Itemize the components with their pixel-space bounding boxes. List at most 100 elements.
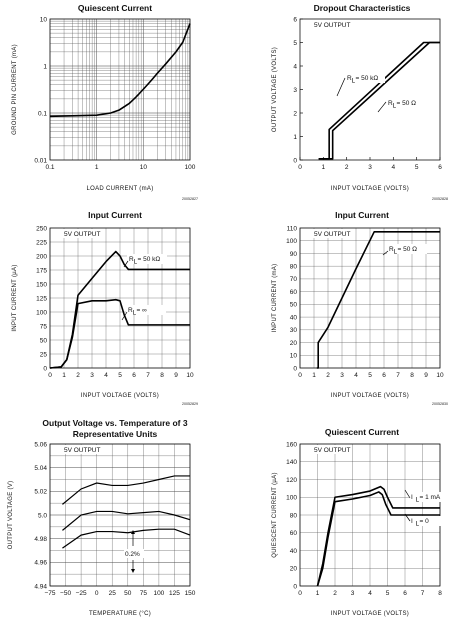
x-tick-label: 2 bbox=[76, 372, 80, 379]
x-tick-label: 150 bbox=[185, 590, 196, 597]
y-tick-label: 140 bbox=[286, 459, 297, 466]
y-tick-label: 175 bbox=[36, 267, 47, 274]
header-label: 5V OUTPUT bbox=[314, 447, 351, 454]
chart-title: Representative Units bbox=[73, 429, 158, 439]
y-tick-label: 5 bbox=[293, 40, 297, 47]
series-line-3 bbox=[62, 528, 191, 549]
y-tick-label: 10 bbox=[290, 353, 298, 360]
y-tick-label: 0 bbox=[293, 157, 297, 164]
x-tick-label: 8 bbox=[160, 372, 164, 379]
x-tick-label: 0 bbox=[298, 164, 302, 171]
x-tick-label: 0.1 bbox=[45, 164, 54, 171]
chart-2: Dropout Characteristics 0 1 2 3 4 5 6 0 1 2 3 4 5 6 INP… bbox=[272, 3, 448, 201]
chart-title: Output Voltage vs. Temperature of 3 bbox=[42, 418, 187, 428]
x-tick-label: 6 bbox=[403, 590, 407, 597]
x-tick-label: 7 bbox=[396, 372, 400, 379]
x-tick-label: 5 bbox=[415, 164, 419, 171]
x-tick-label: 4 bbox=[392, 164, 396, 171]
x-tick-label: 5 bbox=[368, 372, 372, 379]
header-label: 5V OUTPUT bbox=[64, 447, 101, 454]
y-tick-label: 25 bbox=[40, 351, 48, 358]
curve-label-var: R bbox=[389, 246, 394, 253]
x-tick-label: 4 bbox=[354, 372, 358, 379]
y-axis-label: OUTPUT VOLTAGE (V) bbox=[8, 481, 14, 550]
x-tick-label: 100 bbox=[185, 164, 196, 171]
series-line-2 bbox=[316, 491, 440, 587]
y-tick-label: 100 bbox=[286, 495, 297, 502]
y-tick-label: 40 bbox=[290, 548, 298, 555]
y-tick-label: 2 bbox=[293, 110, 297, 117]
curve-label-sub: L bbox=[416, 521, 420, 528]
header-box bbox=[312, 20, 350, 29]
x-tick-label: 3 bbox=[90, 372, 94, 379]
plot-frame bbox=[299, 18, 441, 161]
x-tick-label: 0 bbox=[298, 372, 302, 379]
curve-label: R L = 50 kΩ bbox=[336, 73, 385, 97]
curve-label-bg bbox=[345, 73, 385, 83]
x-tick-label: 4 bbox=[104, 372, 108, 379]
curve-label-var: I bbox=[411, 518, 413, 525]
x-tick-label: 125 bbox=[169, 590, 180, 597]
x-axis-label: TEMPERATURE (°C) bbox=[89, 611, 151, 617]
x-tick-label: 5 bbox=[386, 590, 390, 597]
curve-label-value: = 50 Ω bbox=[397, 100, 417, 107]
y-tick-label: 50 bbox=[40, 337, 48, 344]
y-tick-label: 90 bbox=[290, 251, 298, 258]
y-tick-label: 60 bbox=[290, 530, 298, 537]
x-tick-label: 5 bbox=[118, 372, 122, 379]
x-tick-label: 100 bbox=[153, 590, 164, 597]
curve-label-var: I bbox=[411, 494, 413, 501]
percent-annotation: 0.2% bbox=[124, 530, 144, 573]
curve-label-sub: L bbox=[394, 249, 398, 256]
x-tick-label: 1 bbox=[95, 164, 99, 171]
y-tick-label: 1 bbox=[43, 63, 47, 70]
x-tick-label: 3 bbox=[368, 164, 372, 171]
curve-label: R L = ∞ bbox=[121, 305, 166, 321]
y-tick-label: 30 bbox=[290, 327, 298, 334]
y-tick-label: 4 bbox=[293, 63, 297, 70]
y-tick-label: 0 bbox=[293, 583, 297, 590]
x-tick-label: 3 bbox=[351, 590, 355, 597]
x-tick-label: 8 bbox=[438, 590, 442, 597]
y-tick-label: 4.96 bbox=[34, 560, 47, 567]
x-tick-label: 2 bbox=[333, 590, 337, 597]
figure-code: 20052830 bbox=[432, 402, 448, 406]
y-tick-label: 75 bbox=[40, 323, 48, 330]
curve-label-bg bbox=[126, 305, 166, 315]
y-tick-label: 5.02 bbox=[34, 489, 47, 496]
series-line-2 bbox=[318, 41, 440, 160]
x-tick-label: 6 bbox=[382, 372, 386, 379]
y-tick-label: 120 bbox=[286, 477, 297, 484]
x-axis-label: INPUT VOLTAGE (VOLTS) bbox=[331, 393, 409, 399]
chart-5: Output Voltage vs. Temperature of 3Repre… bbox=[8, 418, 196, 617]
plot-frame bbox=[299, 227, 441, 369]
chart-title: Quiescent Current bbox=[78, 3, 152, 13]
y-tick-label: 40 bbox=[290, 314, 298, 321]
curve-label-bg bbox=[386, 98, 426, 108]
y-axis-label: GROUND PIN CURRENT (mA) bbox=[12, 44, 18, 135]
y-tick-label: 70 bbox=[290, 276, 298, 283]
x-axis-label: LOAD CURRENT (mA) bbox=[87, 186, 154, 192]
y-tick-label: 10 bbox=[40, 16, 48, 23]
header-label: 5V OUTPUT bbox=[314, 231, 351, 238]
y-axis-label: OUTPUT VOLTAGE (VOLTS) bbox=[272, 47, 278, 132]
header-box bbox=[312, 445, 350, 454]
curve-label: I L = 1 mA bbox=[404, 489, 449, 504]
x-tick-label: 0 bbox=[48, 372, 52, 379]
y-tick-label: 60 bbox=[290, 289, 298, 296]
figure-code: 20052828 bbox=[432, 197, 448, 201]
x-tick-label: 50 bbox=[124, 590, 132, 597]
curve-label-sub: L bbox=[134, 259, 138, 266]
x-tick-label: 10 bbox=[436, 372, 444, 379]
x-tick-label: −75 bbox=[44, 590, 55, 597]
curve-label-leader bbox=[377, 101, 387, 113]
curve-label-leader bbox=[404, 489, 411, 499]
y-axis-label: INPUT CURRENT (mA) bbox=[272, 264, 278, 333]
y-tick-label: 6 bbox=[293, 16, 297, 23]
x-tick-label: 3 bbox=[340, 372, 344, 379]
curve-label-var: R bbox=[128, 307, 133, 314]
x-axis-label: INPUT VOLTAGE (VOLTS) bbox=[331, 186, 409, 192]
header-label: 5V OUTPUT bbox=[314, 22, 351, 29]
